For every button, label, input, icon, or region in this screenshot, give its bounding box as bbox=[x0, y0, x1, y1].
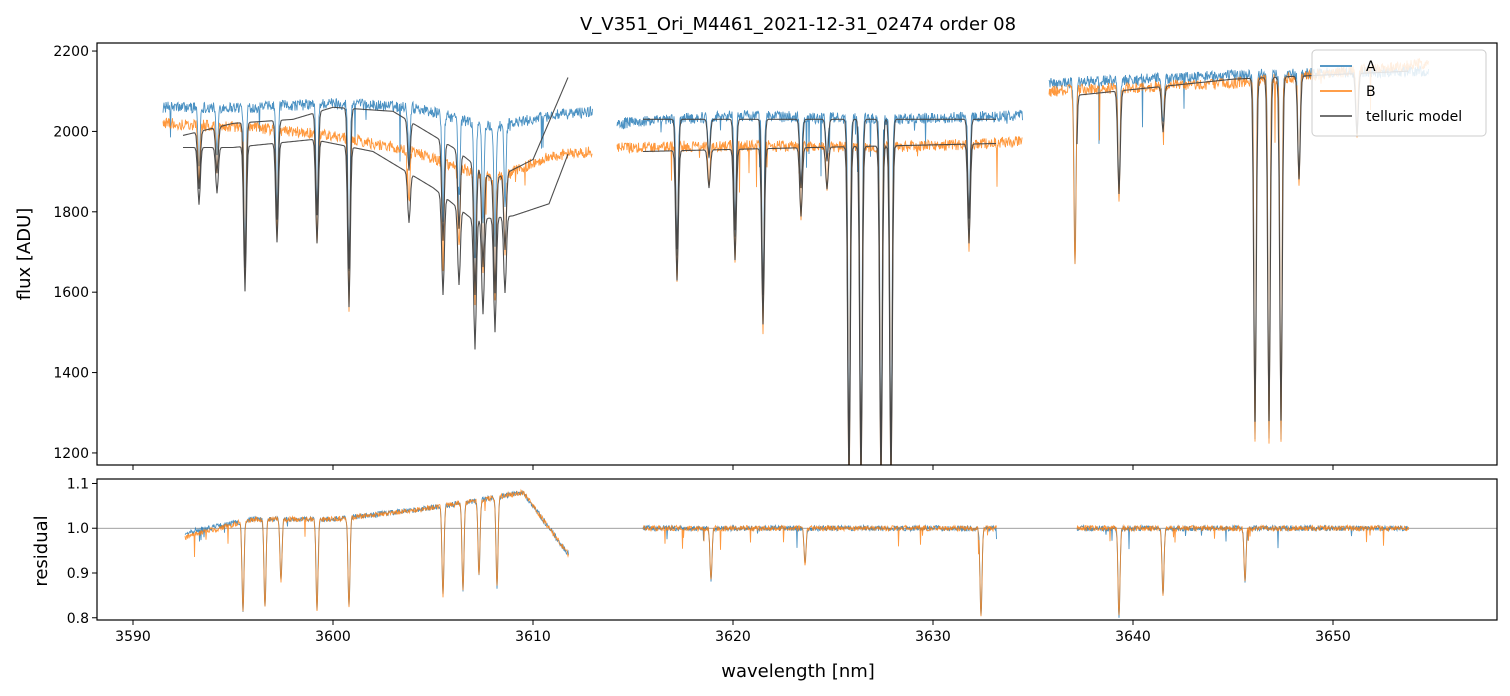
residual-axis-label: residual bbox=[31, 515, 52, 586]
x-tick-label: 3620 bbox=[715, 629, 751, 645]
top-series-a-segment-1 bbox=[616, 109, 1023, 465]
top-series-b-segment-0 bbox=[162, 117, 593, 312]
bot-series-b-segment-2 bbox=[1076, 523, 1409, 616]
bot-y-tick-label: 1.1 bbox=[67, 476, 89, 492]
bot-series-a-segment-1 bbox=[642, 523, 997, 616]
x-tick-label: 3640 bbox=[1115, 629, 1151, 645]
top-series-telluric-model-segment-2 bbox=[643, 118, 996, 463]
top-y-tick-label: 2000 bbox=[53, 124, 89, 140]
x-tick-label: 3630 bbox=[915, 629, 951, 645]
legend-box bbox=[1311, 49, 1487, 137]
residual-panel: 0.8 0.9 1.0 1.1 3590 3600 3610 3620 3630 3640 3650 bbox=[67, 476, 1498, 645]
top-y-tick-label: 1600 bbox=[53, 285, 89, 301]
top-series-telluric-model-segment-3 bbox=[642, 142, 997, 465]
top-axes-frame bbox=[96, 42, 1498, 466]
x-tick-label: 3650 bbox=[1315, 629, 1351, 645]
bot-y-tick-label: 0.8 bbox=[67, 611, 89, 627]
bot-series-b-segment-1 bbox=[642, 524, 997, 617]
bot-series-b-segment-0 bbox=[184, 488, 569, 612]
x-tick-label: 3610 bbox=[515, 629, 551, 645]
chart-title: V_V351_Ori_M4461_2021-12-31_02474 order … bbox=[580, 14, 1016, 35]
flux-axis-label: flux [ADU] bbox=[14, 208, 35, 301]
top-y-tick-label: 1400 bbox=[53, 366, 89, 382]
top-plot-area bbox=[162, 57, 1429, 465]
top-y-tick-label: 1200 bbox=[53, 446, 89, 462]
bot-y-tick-label: 1.0 bbox=[67, 521, 89, 537]
top-y-tick-label: 1800 bbox=[53, 205, 89, 221]
flux-panel: 1200 1400 1600 1800 2000 2200 bbox=[53, 42, 1498, 470]
legend-label-a: A bbox=[1366, 59, 1376, 75]
bot-axes-frame bbox=[96, 478, 1498, 621]
legend-label-b: B bbox=[1366, 84, 1376, 100]
bot-y-tick-label: 0.9 bbox=[67, 566, 89, 582]
top-y-tick-label: 2200 bbox=[53, 44, 89, 60]
top-series-telluric-model-segment-0 bbox=[182, 77, 569, 296]
bot-plot-area bbox=[97, 488, 1497, 618]
top-series-a-segment-0 bbox=[162, 98, 593, 272]
x-tick-label: 3590 bbox=[115, 629, 151, 645]
legend-label-telluric-model: telluric model bbox=[1366, 109, 1462, 125]
x-axis-label: wavelength [nm] bbox=[721, 661, 875, 682]
top-series-telluric-model-segment-1 bbox=[183, 139, 569, 350]
x-tick-label: 3600 bbox=[315, 629, 351, 645]
top-series-b-segment-1 bbox=[616, 136, 1023, 465]
